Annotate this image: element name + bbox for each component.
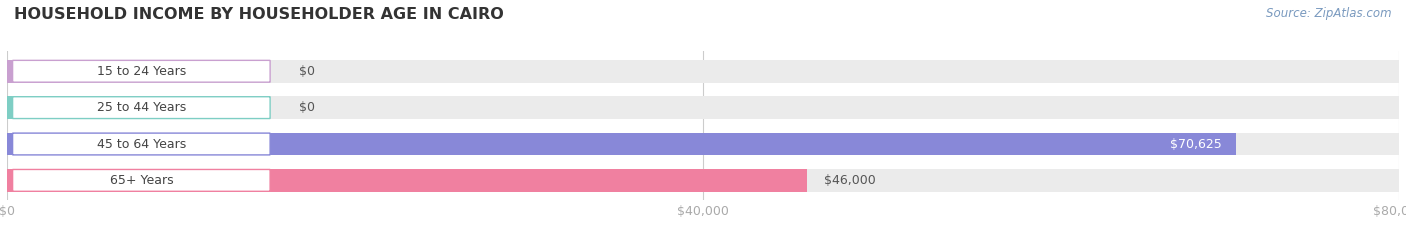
- Bar: [7, 169, 1399, 192]
- Bar: [7, 60, 1399, 82]
- Text: Source: ZipAtlas.com: Source: ZipAtlas.com: [1267, 7, 1392, 20]
- FancyBboxPatch shape: [13, 97, 270, 119]
- Text: 15 to 24 Years: 15 to 24 Years: [97, 65, 186, 78]
- Bar: [7, 133, 1399, 155]
- FancyBboxPatch shape: [13, 133, 270, 155]
- Text: $46,000: $46,000: [824, 174, 876, 187]
- Text: $0: $0: [299, 65, 315, 78]
- FancyBboxPatch shape: [13, 60, 270, 82]
- Text: 65+ Years: 65+ Years: [110, 174, 173, 187]
- Bar: [7, 133, 1236, 155]
- Text: HOUSEHOLD INCOME BY HOUSEHOLDER AGE IN CAIRO: HOUSEHOLD INCOME BY HOUSEHOLDER AGE IN C…: [14, 7, 503, 22]
- Text: 25 to 44 Years: 25 to 44 Years: [97, 101, 186, 114]
- Text: $0: $0: [299, 101, 315, 114]
- Bar: [7, 60, 60, 82]
- Bar: [7, 169, 807, 192]
- Text: 45 to 64 Years: 45 to 64 Years: [97, 137, 186, 151]
- Text: $70,625: $70,625: [1170, 137, 1222, 151]
- Bar: [7, 96, 1399, 119]
- FancyBboxPatch shape: [13, 169, 270, 191]
- Bar: [7, 96, 60, 119]
